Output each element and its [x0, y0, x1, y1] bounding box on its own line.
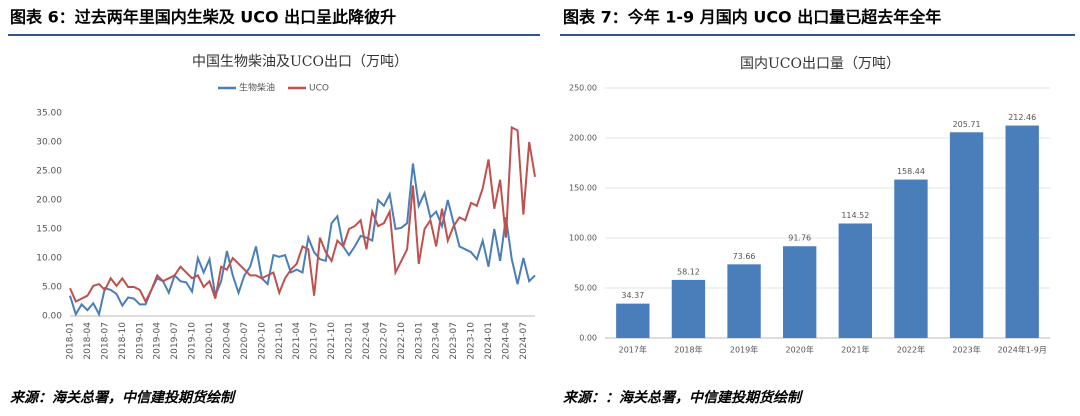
y-tick-label: 35.00	[36, 109, 62, 119]
bar	[894, 179, 928, 338]
x-tick-label: 2017年	[619, 345, 647, 355]
bar	[783, 246, 817, 338]
x-tick-label: 2020年	[786, 345, 814, 355]
x-tick-label: 2022-01	[345, 322, 355, 360]
bar	[616, 303, 650, 338]
x-tick-label: 2022年	[897, 345, 925, 355]
y-tick-label: 30.00	[36, 138, 62, 148]
figure-heading: 图表 7：今年 1-9 月国内 UCO 出口量已超去年全年	[563, 8, 941, 27]
x-tick-label: 2020-07	[240, 322, 250, 360]
y-tick-label: 15.00	[36, 225, 62, 235]
x-tick-label: 2021-07	[310, 322, 320, 360]
x-tick-label: 2022-07	[379, 322, 389, 360]
x-tick-label: 2022-04	[362, 322, 372, 360]
x-tick-label: 2023-01	[414, 322, 424, 360]
x-tick-label: 2021-04	[292, 322, 302, 360]
y-tick-label: 100.00	[569, 234, 597, 243]
data-label: 205.71	[953, 120, 981, 129]
source-note: 来源：海关总署，中信建投期货绘制	[10, 389, 237, 406]
bar	[727, 264, 761, 338]
y-tick-label: 0.00	[42, 312, 62, 322]
x-tick-label: 2019-04	[153, 322, 163, 360]
legend-label: UCO	[309, 84, 329, 94]
y-tick-label: 0.00	[579, 334, 597, 343]
x-tick-label: 2018-07	[100, 322, 110, 360]
x-tick-label: 2023-04	[432, 322, 442, 360]
data-label: 158.44	[897, 167, 925, 176]
x-tick-label: 2020-01	[205, 322, 215, 360]
x-tick-label: 2024-04	[501, 322, 511, 360]
y-tick-label: 200.00	[569, 134, 597, 143]
x-tick-label: 2021-01	[275, 322, 285, 360]
data-label: 114.52	[841, 211, 869, 220]
y-tick-label: 20.00	[36, 196, 62, 206]
y-tick-label: 25.00	[36, 167, 62, 177]
x-tick-label: 2022-10	[397, 322, 407, 360]
x-tick-label: 2024-07	[519, 322, 529, 360]
x-tick-label: 2024年1-9月	[997, 345, 1046, 355]
x-tick-label: 2019年	[730, 345, 758, 355]
bar	[1005, 125, 1039, 338]
x-tick-label: 2018-04	[83, 322, 93, 360]
bar	[671, 279, 706, 338]
x-tick-label: 2019-07	[170, 322, 180, 360]
bar	[949, 132, 984, 338]
x-tick-label: 2020-10	[257, 322, 267, 360]
series-line	[69, 125, 536, 304]
y-tick-label: 50.00	[574, 284, 597, 293]
y-tick-label: 150.00	[569, 184, 597, 193]
x-tick-label: 2019-01	[135, 322, 145, 360]
x-tick-label: 2021年	[841, 345, 869, 355]
y-tick-label: 5.00	[42, 283, 62, 293]
data-label: 34.37	[621, 291, 644, 300]
data-label: 58.12	[677, 267, 700, 276]
x-tick-label: 2024-01	[484, 322, 494, 360]
y-tick-label: 250.00	[569, 84, 597, 93]
legend-label: 生物柴油	[239, 82, 275, 94]
data-label: 73.66	[733, 252, 756, 261]
y-tick-label: 10.00	[36, 254, 62, 264]
bar	[838, 223, 872, 338]
chart-title: 国内UCO出口量（万吨）	[740, 56, 900, 72]
x-tick-label: 2018年	[674, 345, 702, 355]
x-tick-label: 2023年	[952, 345, 980, 355]
x-tick-label: 2018-10	[118, 322, 128, 360]
x-tick-label: 2020-04	[222, 322, 232, 360]
x-tick-label: 2019-10	[188, 322, 198, 360]
x-tick-label: 2023-10	[467, 322, 477, 360]
x-tick-label: 2018-01	[66, 322, 76, 360]
chart-title: 中国生物柴油及UCO出口（万吨）	[192, 54, 408, 70]
data-label: 91.76	[788, 234, 811, 243]
data-label: 212.46	[1008, 113, 1036, 122]
x-tick-label: 2021-10	[327, 322, 337, 360]
source-note: 来源：：海关总署，中信建投期货绘制	[563, 389, 804, 406]
figure-heading: 图表 6：过去两年里国内生柴及 UCO 出口呈此降彼升	[10, 8, 396, 27]
x-tick-label: 2023-07	[449, 322, 459, 360]
